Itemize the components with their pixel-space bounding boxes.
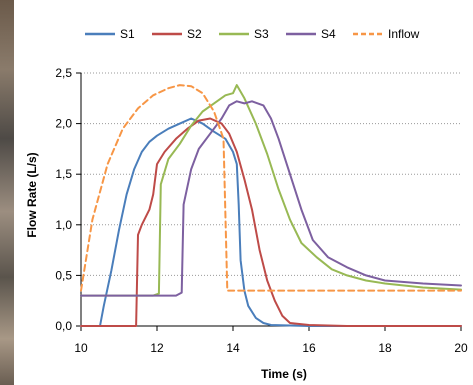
y-tick-label: 0,5 — [55, 268, 72, 282]
axes — [76, 72, 462, 331]
background-photo-strip — [0, 0, 14, 385]
x-tick-label: 14 — [226, 341, 240, 355]
series-line-s2 — [80, 117, 462, 327]
series-line-s4 — [80, 100, 462, 297]
x-tick-label: 10 — [74, 341, 88, 355]
y-tick-label: 2,0 — [55, 117, 72, 131]
series-lines — [80, 84, 462, 327]
legend-label: S3 — [254, 27, 269, 41]
flow-rate-chart: 0,0 0,5 1,0 1,5 2,0 2,5 10 12 14 16 18 20 S1 S2 S3 S4 I… — [25, 27, 468, 381]
legend-item-s4: S4 — [286, 27, 336, 41]
series-line-s3 — [80, 84, 462, 297]
x-tick-label: 16 — [302, 341, 316, 355]
legend-item-s3: S3 — [219, 27, 269, 41]
x-axis-title: Time (s) — [261, 367, 307, 381]
legend-label: S1 — [120, 27, 135, 41]
y-tick-label: 2,5 — [55, 66, 72, 80]
series-line-s1 — [80, 117, 462, 327]
y-tick-label: 1,0 — [55, 218, 72, 232]
x-tick-label: 20 — [454, 341, 468, 355]
y-tick-label: 0,0 — [55, 319, 72, 333]
legend-label: S4 — [321, 27, 336, 41]
y-axis-title: Flow Rate (L/s) — [25, 152, 39, 237]
legend: S1 S2 S3 S4 Inflow — [85, 27, 420, 41]
x-tick-label: 18 — [378, 341, 392, 355]
legend-item-inflow: Inflow — [353, 27, 420, 41]
series-line-inflow — [80, 84, 462, 292]
chart-panel: 0,0 0,5 1,0 1,5 2,0 2,5 10 12 14 16 18 20 S1 S2 S3 S4 I… — [14, 0, 473, 385]
y-tick-label: 1,5 — [55, 167, 72, 181]
x-tick-label: 12 — [150, 341, 164, 355]
legend-item-s1: S1 — [85, 27, 135, 41]
tick-labels: 0,0 0,5 1,0 1,5 2,0 2,5 10 12 14 16 18 20 — [55, 66, 468, 355]
legend-label: Inflow — [388, 27, 420, 41]
legend-label: S2 — [187, 27, 202, 41]
legend-item-s2: S2 — [152, 27, 202, 41]
gridlines — [81, 72, 461, 276]
